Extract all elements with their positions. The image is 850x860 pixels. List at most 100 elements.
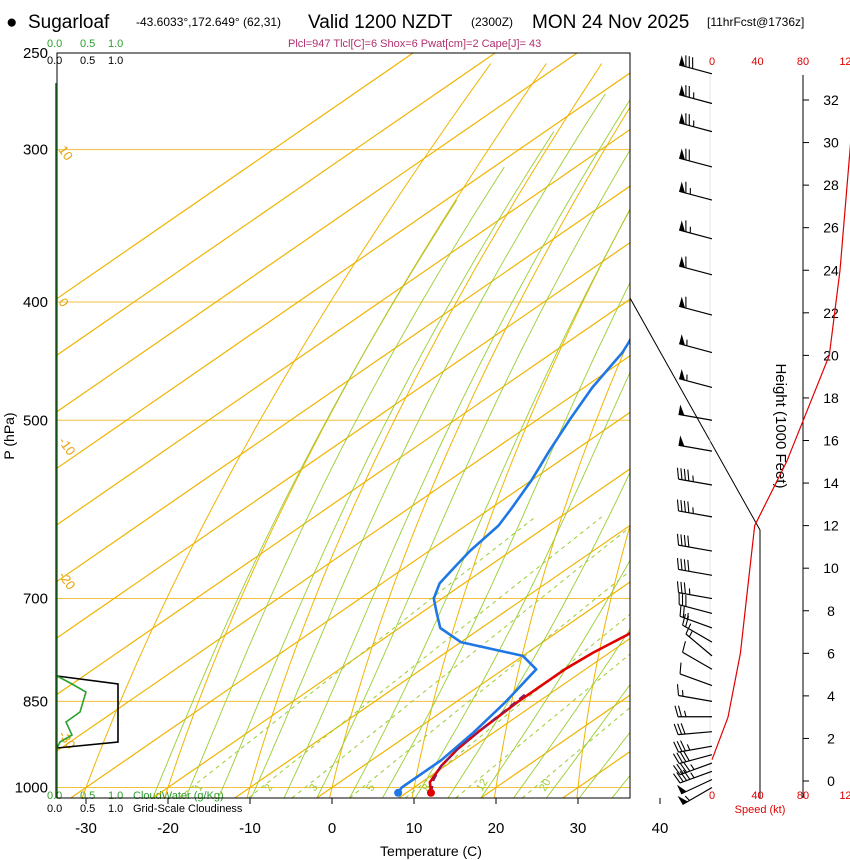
dry-adiabat-line bbox=[246, 63, 603, 798]
dewpoint-line bbox=[397, 337, 630, 794]
wind-barb-flag bbox=[682, 761, 691, 772]
moist-adiabat-line bbox=[349, 208, 630, 798]
wind-barb-staff bbox=[679, 604, 713, 615]
wind-barb-staff bbox=[679, 94, 713, 105]
station-coords: -43.6033°,172.649° (62,31) bbox=[136, 15, 281, 29]
mixing-ratio-line bbox=[291, 526, 630, 798]
height-tick-label: 0 bbox=[827, 773, 835, 789]
wind-barb-staff bbox=[678, 478, 713, 486]
mixing-ratio-label: 3 bbox=[307, 782, 320, 793]
wind-barb-staff bbox=[679, 157, 713, 168]
isotherm-line bbox=[152, 468, 630, 798]
wind-barb-staff bbox=[678, 694, 713, 702]
pressure-tick-label: 500 bbox=[23, 412, 48, 429]
wind-barb-flag bbox=[687, 501, 690, 513]
y-axis-label: P (hPa) bbox=[1, 412, 17, 459]
mixing-ratio-label: 1 bbox=[192, 782, 205, 793]
wind-barb-staff bbox=[679, 122, 713, 133]
wind-barb-flag bbox=[683, 750, 690, 762]
height-tick-label: 4 bbox=[827, 688, 835, 704]
wind-barb-staff bbox=[680, 778, 713, 795]
x-tick-label: -30 bbox=[75, 820, 97, 837]
wind-barb-flag bbox=[674, 705, 679, 717]
isotherm-line bbox=[57, 185, 630, 583]
wind-barb-flag bbox=[673, 741, 680, 753]
isotherm-line bbox=[57, 72, 630, 469]
moist-adiabat-line bbox=[185, 166, 505, 798]
isotherm-line bbox=[70, 411, 630, 798]
mixing-ratio-line bbox=[248, 516, 603, 798]
wind-barb-flag bbox=[676, 581, 680, 593]
wind-speed-profile bbox=[711, 143, 850, 760]
wind-barb-flag bbox=[673, 723, 679, 735]
wind-barb-staff bbox=[679, 754, 713, 765]
moist-adiabat-line bbox=[152, 199, 458, 798]
wind-barb-staff bbox=[678, 510, 713, 518]
wind-barb-half-flag bbox=[683, 710, 687, 717]
dry-adiabat-line bbox=[576, 524, 630, 798]
wind-barb-pennant bbox=[678, 404, 685, 416]
wind-barb-flag bbox=[680, 534, 683, 546]
wind-barb-pennant bbox=[679, 85, 685, 97]
speed-tick-top: 0 bbox=[709, 56, 715, 68]
height-panel: 0246810121416182022242628303200404080801… bbox=[709, 56, 850, 802]
speed-tick-bottom: 40 bbox=[751, 790, 763, 802]
x-tick-label: -20 bbox=[157, 820, 179, 837]
wind-panel-edge bbox=[629, 297, 761, 798]
height-tick-label: 12 bbox=[823, 518, 839, 534]
moist-adiabat-line bbox=[283, 98, 630, 798]
wind-barb-flag bbox=[677, 705, 683, 717]
cloudwater-profile bbox=[56, 675, 87, 749]
bottom-green-scale-2: 1.0 bbox=[108, 790, 123, 802]
bottom-black-scale-1: 0.5 bbox=[80, 803, 95, 815]
wind-barb-flag bbox=[676, 467, 680, 480]
wind-barb-staff bbox=[682, 651, 713, 670]
wind-barb-staff bbox=[679, 378, 713, 389]
wind-barb-staff bbox=[679, 615, 713, 629]
pressure-tick-label: 850 bbox=[23, 693, 48, 710]
isotherm-line bbox=[398, 637, 630, 798]
mixing-ratio-line bbox=[177, 516, 536, 798]
wind-barb-staff bbox=[685, 633, 713, 657]
utc-time: (2300Z) bbox=[471, 15, 513, 29]
isotherm-line bbox=[480, 694, 630, 798]
moist-adiabat-line bbox=[447, 471, 630, 798]
wind-barb-flag bbox=[679, 762, 688, 773]
wind-barb-staff bbox=[678, 745, 713, 753]
speed-tick-top: 40 bbox=[751, 56, 763, 68]
pressure-tick-label: 250 bbox=[23, 45, 48, 62]
wind-barb-staff bbox=[678, 592, 713, 600]
wind-barb-flag bbox=[676, 533, 680, 546]
wind-barb-flag bbox=[679, 751, 687, 762]
temperature-line bbox=[428, 631, 630, 793]
isotherm-label: 10 bbox=[56, 143, 77, 163]
wind-barb-staff bbox=[679, 343, 713, 354]
top-green-scale-1: 0.5 bbox=[80, 38, 95, 50]
wind-barb-flag bbox=[682, 613, 686, 626]
bottom-black-scale-2: 1.0 bbox=[108, 803, 123, 815]
moist-adiabat-line bbox=[611, 774, 630, 798]
wind-barb-flag bbox=[679, 604, 682, 617]
height-tick-label: 20 bbox=[823, 347, 839, 363]
speed-tick-top: 120 bbox=[839, 56, 850, 68]
speed-tick-top: 80 bbox=[797, 56, 809, 68]
forecast-date: MON 24 Nov 2025 bbox=[532, 12, 689, 33]
wind-barb-flag bbox=[680, 558, 683, 571]
speed-tick-bottom: 0 bbox=[709, 790, 715, 802]
wind-barb-flag bbox=[676, 740, 683, 752]
valid-time: Valid 1200 NZDT bbox=[308, 12, 453, 33]
pressure-tick-label: 400 bbox=[23, 294, 48, 311]
height-axis-label: Height (1000 Feet) bbox=[772, 363, 789, 488]
x-tick-label: 40 bbox=[652, 820, 669, 837]
wind-barb-pennant bbox=[676, 784, 687, 794]
x-tick-label: 20 bbox=[488, 820, 505, 837]
wind-barb-staff bbox=[679, 770, 713, 784]
wind-barb-flag bbox=[680, 500, 683, 512]
moist-adiabat-line bbox=[316, 149, 630, 798]
wind-barb-pennant bbox=[678, 435, 685, 447]
height-tick-label: 2 bbox=[827, 730, 835, 746]
cloudiness-profile bbox=[56, 675, 119, 749]
wind-barb-flag bbox=[672, 753, 680, 764]
wind-barb-flag bbox=[683, 582, 686, 594]
isotherm-line bbox=[57, 298, 630, 696]
